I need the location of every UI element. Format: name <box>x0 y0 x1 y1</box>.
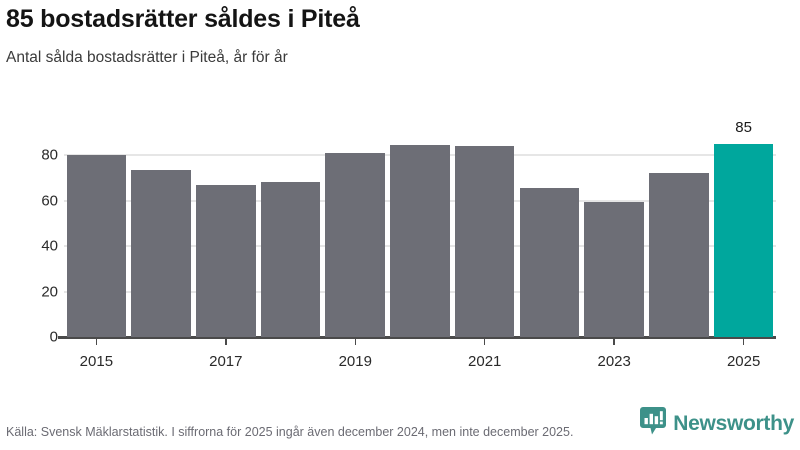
x-tick-label: 2017 <box>209 353 243 370</box>
bar[interactable] <box>131 169 191 337</box>
bar-series: 2015 2017 2019 2021 2023 85 2025 <box>64 105 776 375</box>
bar[interactable] <box>390 144 450 337</box>
bar[interactable] <box>649 173 709 337</box>
x-tick-label: 2025 <box>726 353 761 370</box>
chart-header: 85 bostadsrätter såldes i Piteå Antal så… <box>6 4 794 68</box>
bar-slot <box>452 105 517 337</box>
x-tick-label: 2019 <box>338 353 372 370</box>
x-tick-mark <box>613 337 615 345</box>
x-tick-mark <box>483 337 486 345</box>
bar[interactable] <box>713 143 774 337</box>
bar-slot <box>193 105 258 337</box>
x-tick-mark <box>354 337 357 345</box>
bar-slot <box>582 105 647 337</box>
bar-slot <box>517 105 582 337</box>
bar[interactable] <box>66 155 127 337</box>
x-tick-mark <box>95 337 98 345</box>
brand-name: Newsworthy <box>673 412 794 435</box>
chart-footer: Källa: Svensk Mäklarstatistik. I siffror… <box>6 407 794 442</box>
source-note: Källa: Svensk Mäklarstatistik. I siffror… <box>6 425 574 439</box>
bar-slot <box>388 105 453 337</box>
bar[interactable] <box>584 201 644 337</box>
bar[interactable] <box>260 182 321 337</box>
bar[interactable] <box>454 146 515 337</box>
page-title: 85 bostadsrätter såldes i Piteå <box>6 5 360 33</box>
bar-slot <box>323 105 388 337</box>
x-tick-label: 2015 <box>79 353 114 370</box>
newsworthy-bar-chart-speech-bubble-icon <box>640 407 667 440</box>
bar-slot <box>129 105 194 337</box>
bar-slot <box>647 105 712 337</box>
bar[interactable] <box>325 152 386 337</box>
plot-canvas: 2015 2017 2019 2021 2023 85 2025 <box>58 105 776 375</box>
y-tick-label: 20 <box>41 283 58 301</box>
bar-slot <box>64 105 129 337</box>
bar-value-label: 85 <box>735 118 752 136</box>
bar-slot: 85 <box>711 105 776 337</box>
y-tick-label: 60 <box>41 192 58 210</box>
y-tick-label: 80 <box>41 146 58 164</box>
chart-subtitle: Antal sålda bostadsrätter i Piteå, år fö… <box>6 49 288 66</box>
x-tick-mark <box>742 337 745 345</box>
y-axis: 0 20 40 60 80 <box>0 105 58 375</box>
bar[interactable] <box>196 184 256 337</box>
newsworthy-logo[interactable]: Newsworthy <box>640 407 794 442</box>
x-tick-label: 2021 <box>468 353 502 370</box>
y-tick-label: 40 <box>41 237 58 255</box>
y-tick-label: 0 <box>49 328 58 346</box>
bar[interactable] <box>519 188 580 337</box>
x-axis-line <box>58 336 776 339</box>
chart-plot-area: 0 20 40 60 80 2015 2017 2019 2021 2023 85 2025 <box>0 105 800 375</box>
bar-slot <box>258 105 323 337</box>
x-tick-mark <box>225 337 227 345</box>
x-tick-label: 2023 <box>597 353 631 370</box>
